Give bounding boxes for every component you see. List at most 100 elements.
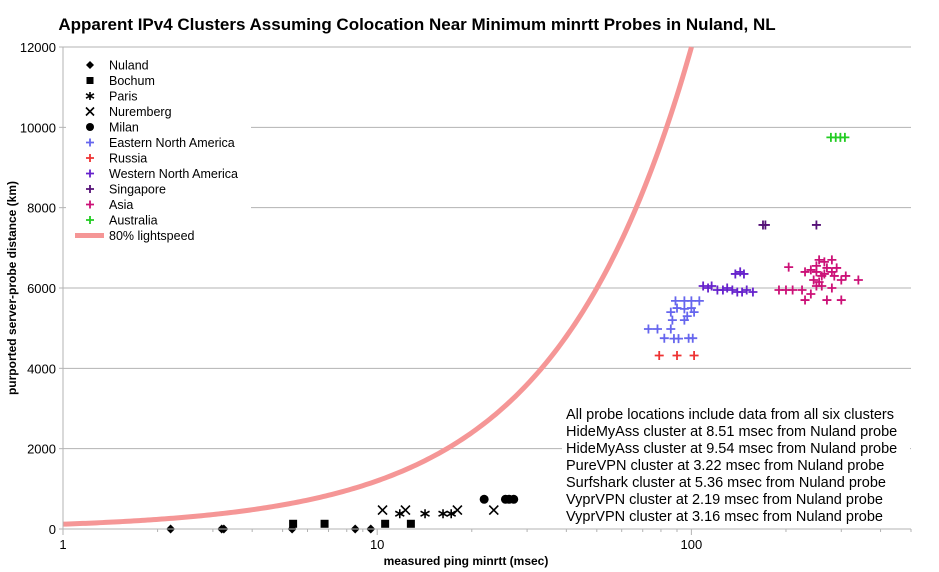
- point-asia: [853, 275, 863, 285]
- point-western-north-america: [739, 269, 749, 279]
- legend-swatch-paris: [85, 92, 95, 100]
- legend-label-nuland: Nuland: [109, 59, 149, 73]
- legend-label-russia: Russia: [109, 152, 147, 166]
- legend-label-asia: Asia: [109, 198, 133, 212]
- legend-swatch-asia: [86, 200, 94, 209]
- point-eastern-north-america: [670, 296, 680, 306]
- y-axis-label: purported server-probe distance (km): [5, 181, 19, 395]
- y-tick-label: 6000: [27, 281, 56, 296]
- legend-label-australia: Australia: [109, 214, 158, 228]
- point-eastern-north-america: [694, 296, 704, 306]
- point-asia: [829, 271, 839, 281]
- legend-swatch-bochum: [86, 77, 94, 84]
- x-tick-label: 100: [681, 537, 703, 552]
- annotation-line: HideMyAss cluster at 8.51 msec from Nula…: [566, 424, 897, 440]
- point-asia: [806, 289, 816, 299]
- point-nuremberg: [488, 505, 499, 516]
- point-asia: [819, 257, 829, 267]
- point-milan: [479, 494, 489, 504]
- point-milan: [509, 494, 519, 504]
- point-singapore: [811, 220, 821, 230]
- x-tick-label: 1: [59, 537, 66, 552]
- point-australia: [840, 132, 850, 142]
- annotation-line: VyprVPN cluster at 3.16 msec from Nuland…: [566, 509, 883, 525]
- point-asia: [827, 283, 837, 293]
- axes: [59, 46, 912, 535]
- point-eastern-north-america: [666, 324, 676, 334]
- lightspeed-curve: [62, 46, 694, 527]
- point-eastern-north-america: [682, 311, 692, 321]
- point-western-north-america: [730, 269, 740, 279]
- point-asia: [836, 295, 846, 305]
- legend-label-singapore: Singapore: [109, 183, 166, 197]
- point-paris: [438, 509, 448, 519]
- legend-label-bochum: Bochum: [109, 74, 155, 88]
- point-bochum: [289, 519, 298, 528]
- data-marks: [166, 132, 863, 534]
- point-russia: [672, 350, 682, 360]
- point-russia: [654, 350, 664, 360]
- point-western-north-america: [722, 283, 732, 293]
- x-tick-label: 10: [370, 537, 384, 552]
- point-western-north-america: [748, 287, 758, 297]
- annotation-background: [562, 402, 910, 528]
- annotation-block: All probe locations include data from al…: [562, 402, 910, 528]
- point-asia: [819, 269, 829, 279]
- legend-swatch-singapore: [86, 185, 94, 193]
- annotation-line: VyprVPN cluster at 2.19 msec from Nuland…: [566, 492, 883, 508]
- point-bochum: [320, 519, 329, 528]
- point-western-north-america: [718, 285, 728, 295]
- legend-swatch-western-north-america: [86, 169, 94, 178]
- tick-labels: 0 2000 4000 6000 8000 10000 12000 1 10 100: [20, 40, 702, 552]
- annotation-line: Surfshark cluster at 5.36 msec from Nula…: [566, 475, 886, 491]
- point-asia: [809, 275, 819, 285]
- point-western-north-america: [698, 281, 708, 291]
- legend-swatch-eastern-north-america: [86, 138, 94, 147]
- point-singapore: [760, 220, 770, 230]
- y-tick-label: 4000: [27, 361, 56, 376]
- point-eastern-north-america: [652, 324, 662, 334]
- point-eastern-north-america: [666, 307, 676, 317]
- legend-swatch-nuremberg: [85, 106, 95, 117]
- point-asia: [784, 262, 794, 272]
- point-asia: [781, 285, 791, 295]
- point-eastern-north-america: [674, 334, 684, 344]
- point-asia: [832, 263, 842, 273]
- point-asia: [822, 263, 832, 273]
- annotation-line: All probe locations include data from al…: [566, 407, 894, 423]
- point-asia: [806, 265, 816, 275]
- point-eastern-north-america: [643, 324, 653, 334]
- legend-label-nuremberg: Nuremberg: [109, 105, 172, 119]
- y-tick-label: 12000: [20, 40, 56, 55]
- point-paris: [446, 509, 457, 519]
- point-asia: [797, 285, 807, 295]
- legend-label-milan: Milan: [109, 121, 139, 135]
- point-western-north-america: [742, 285, 752, 295]
- y-tick-label: 0: [49, 522, 56, 537]
- point-western-north-america: [727, 285, 737, 295]
- point-asia: [827, 255, 837, 265]
- point-eastern-north-america: [686, 296, 696, 306]
- legend-background: [66, 52, 251, 249]
- point-nuremberg: [377, 505, 388, 516]
- point-paris: [420, 509, 430, 519]
- legend-label-80-lightspeed: 80% lightspeed: [109, 229, 195, 243]
- legend-label-paris: Paris: [109, 90, 137, 104]
- point-eastern-north-america: [659, 333, 669, 343]
- point-asia: [814, 255, 824, 265]
- point-asia: [814, 277, 824, 287]
- point-asia: [811, 267, 821, 277]
- y-tick-label: 2000: [27, 442, 56, 457]
- point-bochum: [406, 519, 415, 528]
- point-western-north-america: [737, 287, 747, 297]
- point-asia: [800, 267, 810, 277]
- point-bochum: [381, 519, 390, 528]
- point-nuremberg: [400, 505, 411, 516]
- x-axis-label: measured ping minrtt (msec): [384, 554, 549, 568]
- point-nuremberg: [452, 505, 463, 516]
- annotation-line: HideMyAss cluster at 9.54 msec from Nula…: [566, 441, 897, 457]
- point-western-north-america: [703, 283, 713, 293]
- point-eastern-north-america: [667, 315, 677, 325]
